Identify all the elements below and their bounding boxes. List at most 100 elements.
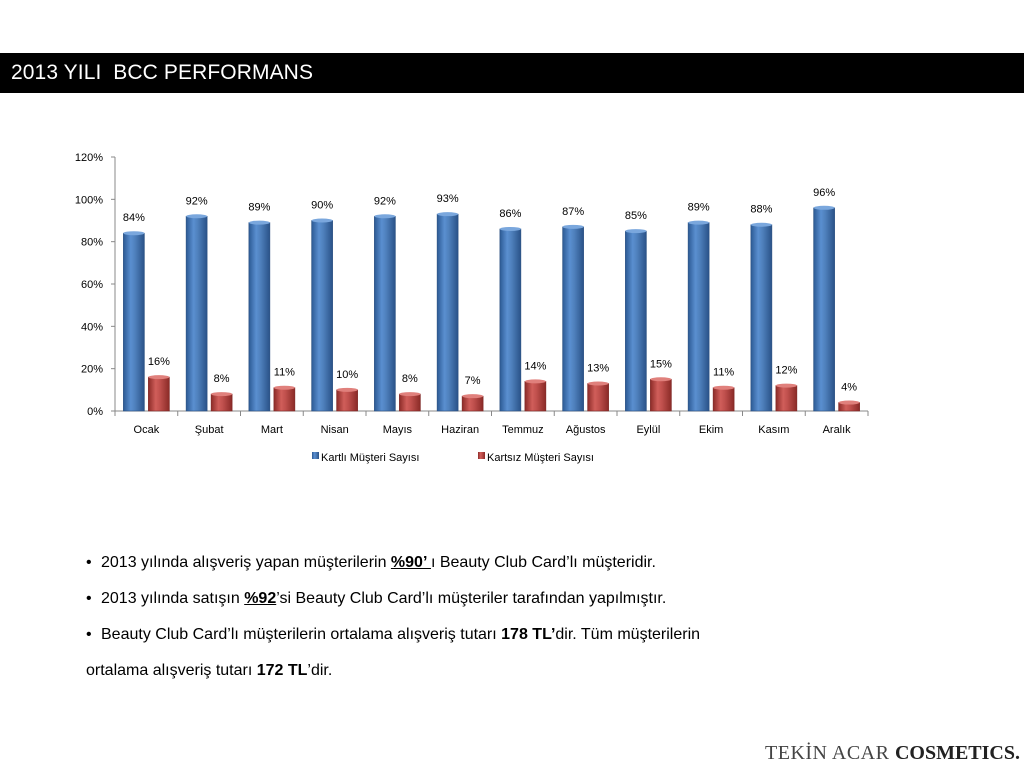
legend-label: Kartsız Müşteri Sayısı (487, 452, 594, 464)
bar-data-label: 7% (465, 375, 481, 387)
bar-kartli (499, 228, 522, 412)
bar-data-label: 85% (625, 210, 647, 222)
bar-data-label: 92% (186, 195, 208, 207)
bar-top-cap (813, 205, 835, 210)
bullet-dot: • (86, 554, 92, 571)
bar-top-cap (775, 383, 797, 388)
bar-top-cap (148, 375, 170, 380)
chart-data-labels: 84% 92% 89% 90% 92% 93% 86% 87% 85% 89% 88% 96% 16% 8… (123, 187, 857, 394)
x-tick-label: Temmuz (502, 424, 544, 436)
bar-kartli (813, 207, 835, 412)
legend-swatch (312, 452, 319, 459)
bar-kartsiz (587, 383, 609, 412)
bar-kartsiz (399, 393, 421, 412)
y-tick-label: 40% (81, 321, 103, 333)
bar-top-cap (524, 379, 546, 384)
bullet-dot: • (86, 590, 92, 607)
bullet-item: • 2013 yılında alışveriş yapan müşteriler… (86, 545, 846, 581)
bullet-item: • 2013 yılında satışın %92’si Beauty Club… (86, 581, 846, 617)
bar-data-label: 96% (813, 187, 835, 199)
title-bar: 2013 YILI BCC PERFORMANS (0, 53, 1024, 93)
logo-text-bold: COSMETICS. (894, 742, 1020, 764)
y-tick-label: 60% (81, 279, 103, 291)
bar-top-cap (186, 214, 208, 219)
x-tick-label: Mayıs (383, 424, 413, 436)
y-tick-label: 120% (75, 152, 103, 164)
bar-top-cap (399, 392, 421, 397)
y-tick-label: 0% (87, 406, 103, 418)
bar-kartsiz (650, 378, 672, 412)
bar-data-label: 15% (650, 358, 672, 370)
bar-kartli (374, 215, 396, 412)
bar-kartsiz (148, 376, 170, 412)
bar-data-label: 4% (841, 382, 857, 394)
bar-top-cap (838, 400, 860, 405)
bar-data-label: 11% (713, 367, 734, 379)
bar-kartsiz (461, 395, 484, 412)
bar-kartli (123, 232, 145, 412)
bar-data-label: 88% (750, 204, 772, 216)
bullet-text: ’si Beauty Club Card’lı müşteriler taraf… (276, 590, 667, 607)
bar-top-cap (248, 220, 270, 225)
bar-data-label: 89% (688, 202, 710, 214)
bar-kartsiz (336, 389, 358, 412)
bar-top-cap (462, 394, 484, 399)
bar-data-label: 86% (499, 208, 521, 220)
bullet-text: 2013 yılında satışın (101, 590, 245, 607)
bullet-dot: • (86, 626, 92, 643)
x-tick-label: Nisan (321, 424, 349, 436)
y-tick-label: 100% (75, 194, 103, 206)
chart-axes: 0% 20% 40% 60% 80% 100% 120% Ocak Şubat Mart Nisan… (75, 152, 869, 436)
bullet-text: 2013 yılında alışveriş yapan müşterileri… (101, 554, 391, 571)
legend-swatch (478, 452, 485, 459)
bar-data-label: 90% (311, 200, 333, 212)
legend-label: Kartlı Müşteri Sayısı (321, 452, 419, 464)
x-tick-label: Mart (261, 424, 283, 436)
bar-kartli (687, 222, 710, 412)
bar-kartsiz (210, 393, 233, 412)
bar-kartsiz (273, 387, 296, 412)
bar-data-label: 87% (562, 206, 584, 218)
bar-data-label: 8% (402, 373, 418, 385)
bar-top-cap (123, 231, 145, 236)
bullet-item-continuation: ortalama alışveriş tutarı 172 TL’dir. (86, 653, 846, 689)
bar-data-label: 10% (336, 369, 358, 381)
bar-kartli (750, 224, 773, 412)
x-tick-label: Ekim (699, 424, 723, 436)
slide-title: 2013 YILI BCC PERFORMANS (11, 61, 314, 84)
bullet-text: Beauty Club Card’lı müşterilerin ortalam… (101, 626, 502, 643)
x-tick-label: Kasım (758, 424, 789, 436)
bar-kartli (436, 213, 459, 412)
bar-top-cap (336, 387, 358, 392)
bullet-emphasis: %92 (244, 590, 277, 607)
bar-kartsiz (775, 385, 798, 412)
bar-top-cap (750, 222, 772, 227)
x-tick-label: Ağustos (566, 424, 606, 436)
bullet-text: ortalama alışveriş tutarı (86, 662, 257, 679)
chart-bars (123, 205, 860, 412)
bar-top-cap (688, 220, 710, 225)
bullet-text: ı Beauty Club Card’lı müşteridir. (430, 554, 656, 571)
bar-top-cap (562, 224, 584, 229)
bar-top-cap (650, 377, 672, 382)
bar-data-label: 93% (437, 193, 459, 205)
bar-data-label: 13% (587, 362, 609, 374)
bar-top-cap (311, 218, 333, 223)
bar-kartli (562, 226, 584, 412)
bar-top-cap (587, 381, 609, 386)
bar-data-label: 14% (524, 360, 546, 372)
bar-data-label: 84% (123, 212, 145, 224)
brand-logo: TEKİN ACAR COSMETICS. (740, 742, 1020, 768)
bar-top-cap (499, 226, 521, 231)
bar-top-cap (625, 229, 647, 234)
bar-data-label: 8% (214, 373, 230, 385)
bar-top-cap (713, 385, 735, 390)
bar-data-label: 92% (374, 195, 396, 207)
bar-top-cap (273, 385, 295, 390)
y-tick-label: 80% (81, 237, 103, 249)
bar-data-label: 12% (775, 365, 797, 377)
bar-top-cap (211, 392, 233, 397)
x-tick-label: Haziran (441, 424, 479, 436)
y-tick-label: 20% (81, 364, 103, 376)
bar-top-cap (374, 214, 396, 219)
